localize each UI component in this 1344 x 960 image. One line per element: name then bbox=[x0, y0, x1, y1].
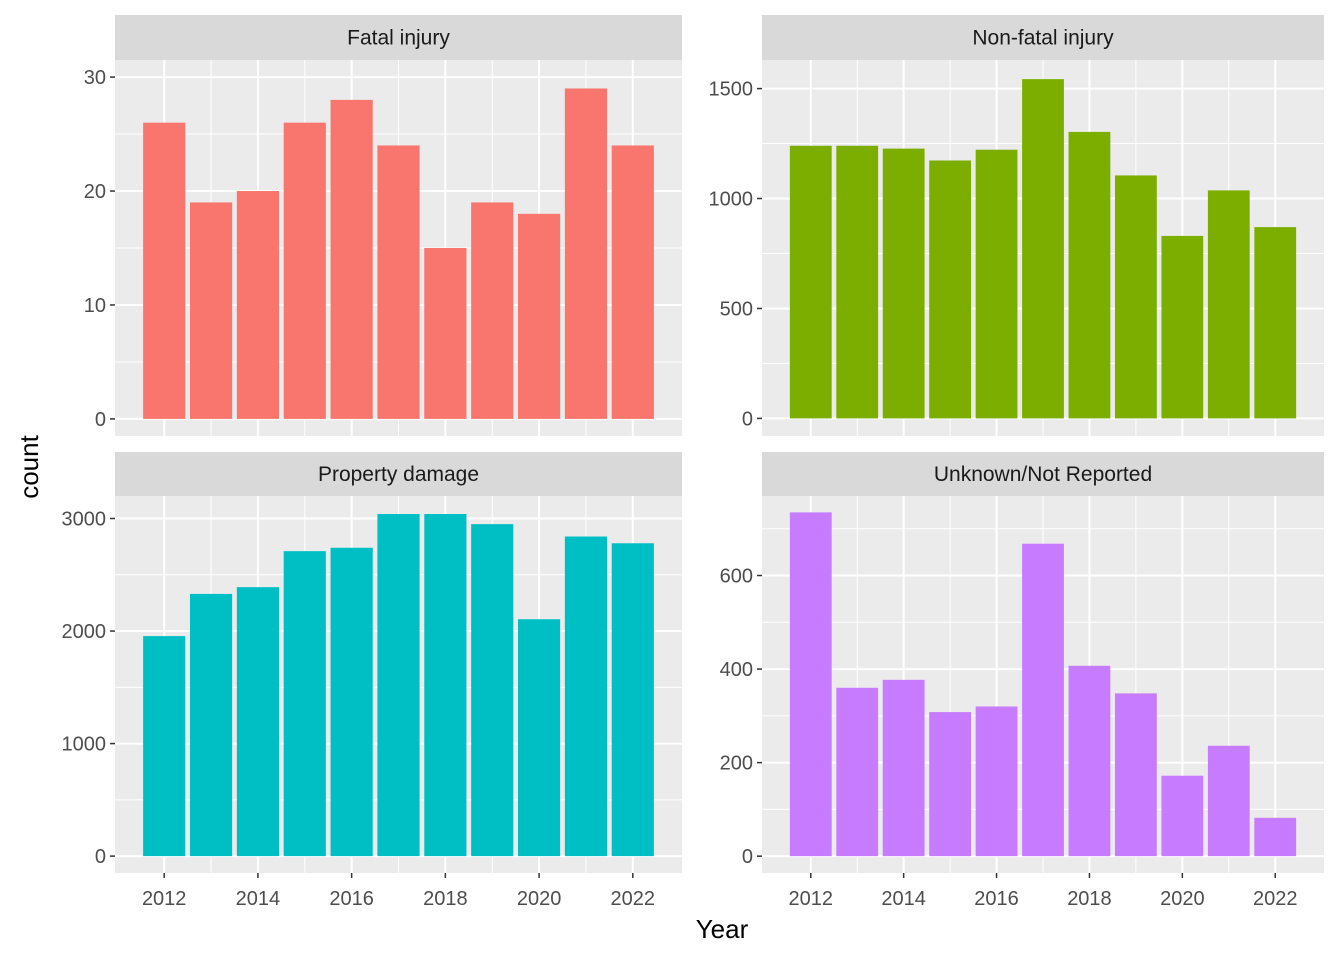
bar-2017 bbox=[1022, 79, 1064, 419]
bar-2012 bbox=[789, 512, 832, 857]
x-tick-label: 2014 bbox=[881, 888, 926, 910]
facet-strip bbox=[762, 452, 1324, 496]
bar-2013 bbox=[836, 687, 879, 857]
y-tick-label: 500 bbox=[720, 298, 753, 320]
facet-strip-label: Non-fatal injury bbox=[972, 27, 1114, 50]
y-axis-title: count bbox=[14, 434, 44, 498]
panel-unknown-not-reported: Unknown/Not Reported 0 200 400 600 2012 2014 20… bbox=[720, 452, 1324, 910]
bar-2013 bbox=[189, 593, 233, 857]
bar-2019 bbox=[1114, 693, 1157, 857]
bar-2012 bbox=[789, 145, 832, 419]
bar-2017 bbox=[377, 514, 420, 857]
y-tick-label: 10 bbox=[84, 295, 106, 317]
bar-2012 bbox=[143, 122, 186, 419]
x-tick-label: 2012 bbox=[789, 888, 834, 910]
y-tick-label: 1000 bbox=[709, 189, 754, 211]
bar-2022 bbox=[611, 543, 654, 857]
panel-fatal-injury: Fatal injury 0 10 20 30 bbox=[84, 15, 682, 436]
bar-2015 bbox=[283, 551, 326, 857]
y-tick-label: 400 bbox=[720, 659, 753, 681]
bar-2014 bbox=[236, 587, 280, 857]
bar-2018 bbox=[424, 514, 467, 857]
y-tick-label: 0 bbox=[742, 846, 753, 868]
bar-2014 bbox=[882, 148, 925, 419]
x-tick-label: 2014 bbox=[236, 888, 281, 910]
facet-strip bbox=[762, 15, 1324, 60]
bar-2013 bbox=[836, 145, 879, 419]
x-tick-label: 2020 bbox=[517, 888, 562, 910]
bar-2016 bbox=[975, 149, 1018, 419]
bar-2014 bbox=[882, 679, 925, 857]
bar-2020 bbox=[517, 619, 561, 857]
y-tick-label: 30 bbox=[84, 67, 106, 89]
facet-strip-label: Unknown/Not Reported bbox=[934, 463, 1152, 486]
bar-2016 bbox=[975, 706, 1018, 857]
y-tick-label: 0 bbox=[95, 846, 106, 868]
x-axis-title: Year bbox=[696, 914, 749, 944]
bar-2021 bbox=[1207, 190, 1250, 419]
bar-2018 bbox=[1068, 665, 1111, 857]
bar-2022 bbox=[1254, 227, 1297, 419]
bar-2018 bbox=[1068, 131, 1111, 419]
x-tick-label: 2022 bbox=[611, 888, 656, 910]
y-tick-label: 600 bbox=[720, 566, 753, 588]
bar-2021 bbox=[564, 88, 608, 419]
bar-2020 bbox=[1161, 775, 1204, 857]
bar-2015 bbox=[929, 160, 972, 419]
bar-2013 bbox=[189, 202, 233, 419]
y-tick-label: 1000 bbox=[62, 734, 107, 756]
bar-2022 bbox=[1254, 817, 1297, 857]
x-tick-label: 2018 bbox=[423, 888, 468, 910]
bar-2019 bbox=[1114, 175, 1157, 419]
bar-2016 bbox=[330, 99, 373, 419]
panel-property-damage: Property damage 0 1000 2000 3000 2012 2014 2016… bbox=[62, 452, 682, 910]
bar-2020 bbox=[517, 213, 561, 419]
facet-strip bbox=[115, 15, 682, 60]
bar-2021 bbox=[1207, 745, 1250, 857]
bar-2015 bbox=[929, 712, 972, 857]
bar-2019 bbox=[471, 524, 514, 857]
y-tick-label: 2000 bbox=[62, 621, 107, 643]
bar-2022 bbox=[611, 145, 654, 419]
x-tick-label: 2016 bbox=[974, 888, 1019, 910]
panel-non-fatal-injury: Non-fatal injury 0 500 1000 1500 bbox=[709, 15, 1324, 436]
bar-2012 bbox=[143, 636, 186, 857]
bar-2021 bbox=[564, 536, 608, 857]
y-tick-label: 200 bbox=[720, 753, 753, 775]
x-tick-label: 2020 bbox=[1160, 888, 1205, 910]
bar-2015 bbox=[283, 122, 326, 419]
facet-strip-label: Fatal injury bbox=[347, 27, 450, 50]
bar-2016 bbox=[330, 547, 373, 857]
bar-2017 bbox=[1022, 543, 1064, 857]
x-tick-label: 2012 bbox=[142, 888, 187, 910]
bar-2019 bbox=[471, 202, 514, 419]
x-tick-label: 2016 bbox=[329, 888, 374, 910]
y-tick-label: 3000 bbox=[62, 509, 107, 531]
bar-2018 bbox=[424, 248, 467, 419]
facet-strip bbox=[115, 452, 682, 496]
x-tick-label: 2022 bbox=[1253, 888, 1298, 910]
facet-strip-label: Property damage bbox=[318, 463, 479, 486]
y-tick-label: 0 bbox=[742, 408, 753, 430]
bar-2014 bbox=[236, 191, 280, 419]
bar-2017 bbox=[377, 145, 420, 419]
y-tick-label: 0 bbox=[95, 409, 106, 431]
x-tick-label: 2018 bbox=[1067, 888, 1112, 910]
y-tick-label: 1500 bbox=[709, 79, 754, 101]
bar-2020 bbox=[1161, 235, 1204, 419]
y-tick-label: 20 bbox=[84, 181, 106, 203]
